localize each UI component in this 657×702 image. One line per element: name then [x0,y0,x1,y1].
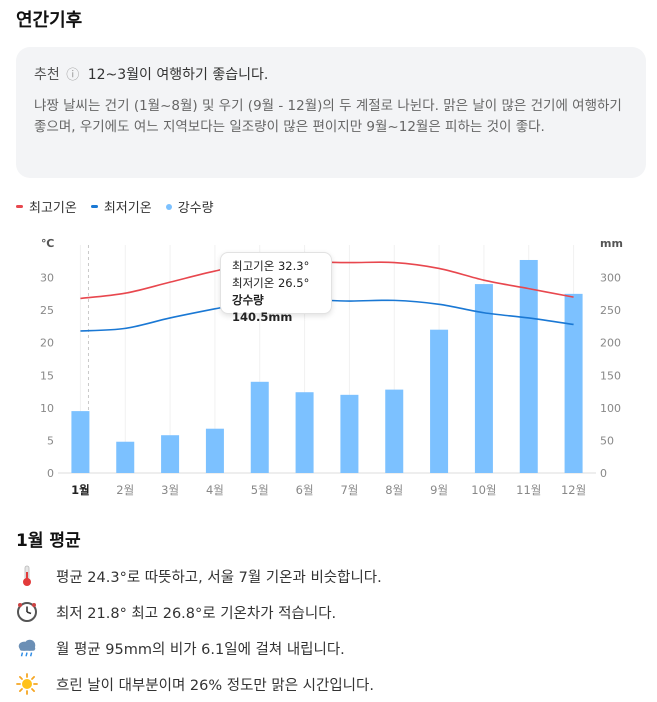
y-right-unit: mm [600,237,623,250]
section-title: 연간기후 [16,10,83,31]
rain-bar [474,284,493,473]
chart-tooltip: 최고기온 32.3° 최저기온 26.5° 강수량 140.5mm [220,252,332,324]
x-tick: 7월 [340,483,358,497]
rain-bar [564,293,583,473]
legend-line-icon [90,205,98,208]
tooltip-low: 최저기온 26.5° [232,276,310,290]
fact-item: 월 평균 95mm의 비가 6.1일에 걸쳐 내립니다. [16,630,636,666]
y-right-tick: 300 [600,272,621,285]
recommend-label: 추천 [34,67,60,83]
fact-text: 평균 24.3°로 따뜻하고, 서울 7월 기온과 비슷합니다. [56,569,382,586]
legend-label: 최고기온 [29,201,77,216]
rain-bar [161,435,180,473]
tooltip-high: 최고기온 32.3° [232,259,310,273]
rain-bar [295,392,314,473]
y-right-tick: 200 [600,337,621,350]
y-left-unit: ℃ [41,237,54,250]
rain-bar [385,389,404,473]
y-right-tick: 250 [600,304,621,317]
rain-bar [116,441,135,473]
info-icon[interactable]: ⓘ [66,68,80,83]
x-tick: 8월 [385,483,403,497]
rain-bar [250,381,269,473]
recommend-header: 추천 ⓘ 12~3월이 여행하기 좋습니다. [34,64,268,84]
rain-bars [71,259,583,473]
rain-bar [519,259,538,473]
x-tick: 2월 [116,483,134,497]
y-right-tick: 100 [600,402,621,415]
x-tick: 5월 [251,483,269,497]
rain-cloud-icon [16,637,38,659]
y-left-tick: 5 [47,434,54,447]
recommend-text: 12~3월이 여행하기 좋습니다. [87,67,269,83]
y-left-tick: 0 [47,467,54,480]
sun-icon [16,673,38,695]
rain-bar [71,411,90,473]
climate-chart[interactable]: 0 5 10 15 20 25 30 ℃ 0 50 100 150 200 250 300 mm 1월 2월 3월 4… [0,225,657,510]
tooltip-rain: 강수량 140.5mm [232,293,293,324]
x-tick: 9월 [430,483,448,497]
y-right-tick: 150 [600,369,621,382]
legend-dot-icon [165,203,172,210]
y-left-tick: 15 [40,369,54,382]
rain-bar [340,394,359,473]
recommend-box: 추천 ⓘ 12~3월이 여행하기 좋습니다. 냐짱 날씨는 건기 (1월~8월)… [16,47,646,178]
y-left-tick: 20 [40,337,54,350]
clock-icon [16,601,38,623]
x-tick: 3월 [161,483,179,497]
legend-item-rain[interactable]: 강수량 [165,197,214,216]
rain-bar [430,329,449,473]
x-tick: 10월 [471,483,496,497]
y-left-tick: 25 [40,304,54,317]
chart-axes: 0 5 10 15 20 25 30 ℃ 0 50 100 150 200 250 300 mm 1월 2월 3월 4… [40,237,623,497]
thermometer-icon [16,565,38,587]
recommend-description: 냐짱 날씨는 건기 (1월~8월) 및 우기 (9월 - 12월)의 두 계절로… [34,98,622,135]
rain-bar [205,428,224,473]
fact-item: 흐린 날이 대부분이며 26% 정도만 맑은 시간입니다. [16,666,636,702]
x-tick: 4월 [206,483,224,497]
fact-text: 최저 21.8° 최고 26.8°로 기온차가 적습니다. [56,605,337,622]
legend-item-low[interactable]: 최저기온 [90,197,152,216]
y-right-tick: 0 [600,467,607,480]
fact-text: 월 평균 95mm의 비가 6.1일에 걸쳐 내립니다. [56,641,345,658]
fact-item: 평균 24.3°로 따뜻하고, 서울 7월 기온과 비슷합니다. [16,558,636,594]
legend-line-icon [16,205,23,208]
chart-legend: 최고기온 최저기온 강수량 [16,197,214,216]
legend-label: 강수량 [177,201,214,216]
fact-item: 최저 21.8° 최고 26.8°로 기온차가 적습니다. [16,594,636,630]
y-left-tick: 30 [40,272,54,285]
fact-text: 흐린 날이 대부분이며 26% 정도만 맑은 시간입니다. [56,677,374,694]
y-right-tick: 50 [600,434,614,447]
month-facts: 평균 24.3°로 따뜻하고, 서울 7월 기온과 비슷합니다. 최저 21.8… [16,558,636,702]
month-average-title: 1월 평균 [16,531,81,551]
legend-item-high[interactable]: 최고기온 [16,197,77,216]
x-tick: 1월 [71,483,90,497]
legend-label: 최저기온 [103,201,152,216]
x-tick: 6월 [296,483,314,497]
x-tick: 12월 [561,483,586,497]
y-left-tick: 10 [40,402,54,415]
x-tick: 11월 [516,483,541,497]
